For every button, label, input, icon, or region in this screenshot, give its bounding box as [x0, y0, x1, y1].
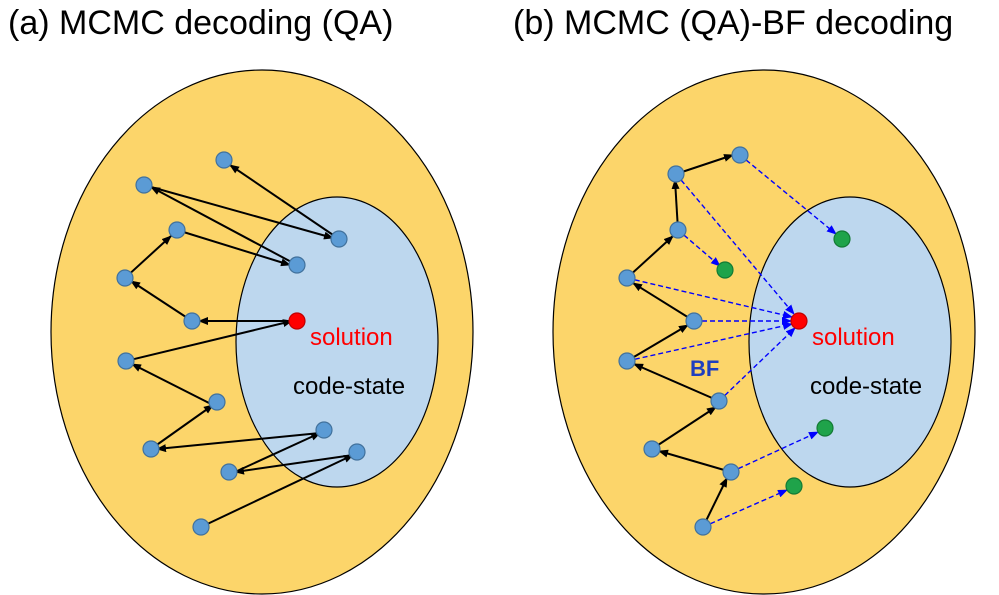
walk-node — [116, 269, 134, 287]
walk-node — [135, 176, 153, 194]
solution-label-a: solution — [310, 324, 393, 351]
walk-node — [315, 421, 333, 439]
solution-node-a — [288, 312, 306, 330]
bf-arrows-b — [626, 154, 837, 528]
code-state-region-a — [235, 196, 439, 488]
walk-node — [215, 151, 233, 169]
walk-arrows-b — [626, 154, 734, 528]
walk-node — [722, 463, 740, 481]
code-state-node — [833, 230, 851, 248]
code-state-nodes-b — [716, 230, 851, 495]
walk-node — [142, 440, 160, 458]
code-state-node — [716, 261, 734, 279]
code-state-node — [785, 477, 803, 495]
walk-node — [330, 230, 348, 248]
solution-label-b: solution — [812, 324, 895, 351]
walk-nodes-a — [116, 151, 366, 536]
walk-node — [643, 440, 661, 458]
walk-node — [117, 352, 135, 370]
code-state-node — [816, 419, 834, 437]
code-state-label-b: code-state — [810, 373, 922, 400]
walk-node — [669, 221, 687, 239]
walk-nodes-b — [618, 146, 749, 536]
walk-node — [192, 518, 210, 536]
panel-b-title: (b) MCMC (QA)-BF decoding — [513, 4, 954, 42]
walk-node — [710, 392, 728, 410]
bf-label: BF — [690, 356, 719, 381]
walk-node — [183, 312, 201, 330]
panel-a: solution code-state — [50, 69, 474, 595]
walk-node — [685, 312, 703, 330]
walk-node — [220, 463, 238, 481]
walk-node — [731, 146, 749, 164]
walk-node — [348, 443, 366, 461]
code-state-label-a: code-state — [293, 373, 405, 400]
walk-node — [618, 352, 636, 370]
walk-node — [288, 256, 306, 274]
walk-arrows-a — [124, 164, 354, 528]
walk-node — [667, 165, 685, 183]
solution-node-b — [790, 312, 808, 330]
walk-node — [168, 221, 186, 239]
walk-node — [208, 393, 226, 411]
walk-node — [694, 518, 712, 536]
panel-a-title: (a) MCMC decoding (QA) — [8, 4, 394, 42]
code-state-region-b — [748, 196, 952, 488]
panel-b: solution code-state BF — [552, 69, 976, 595]
walk-node — [618, 269, 636, 287]
